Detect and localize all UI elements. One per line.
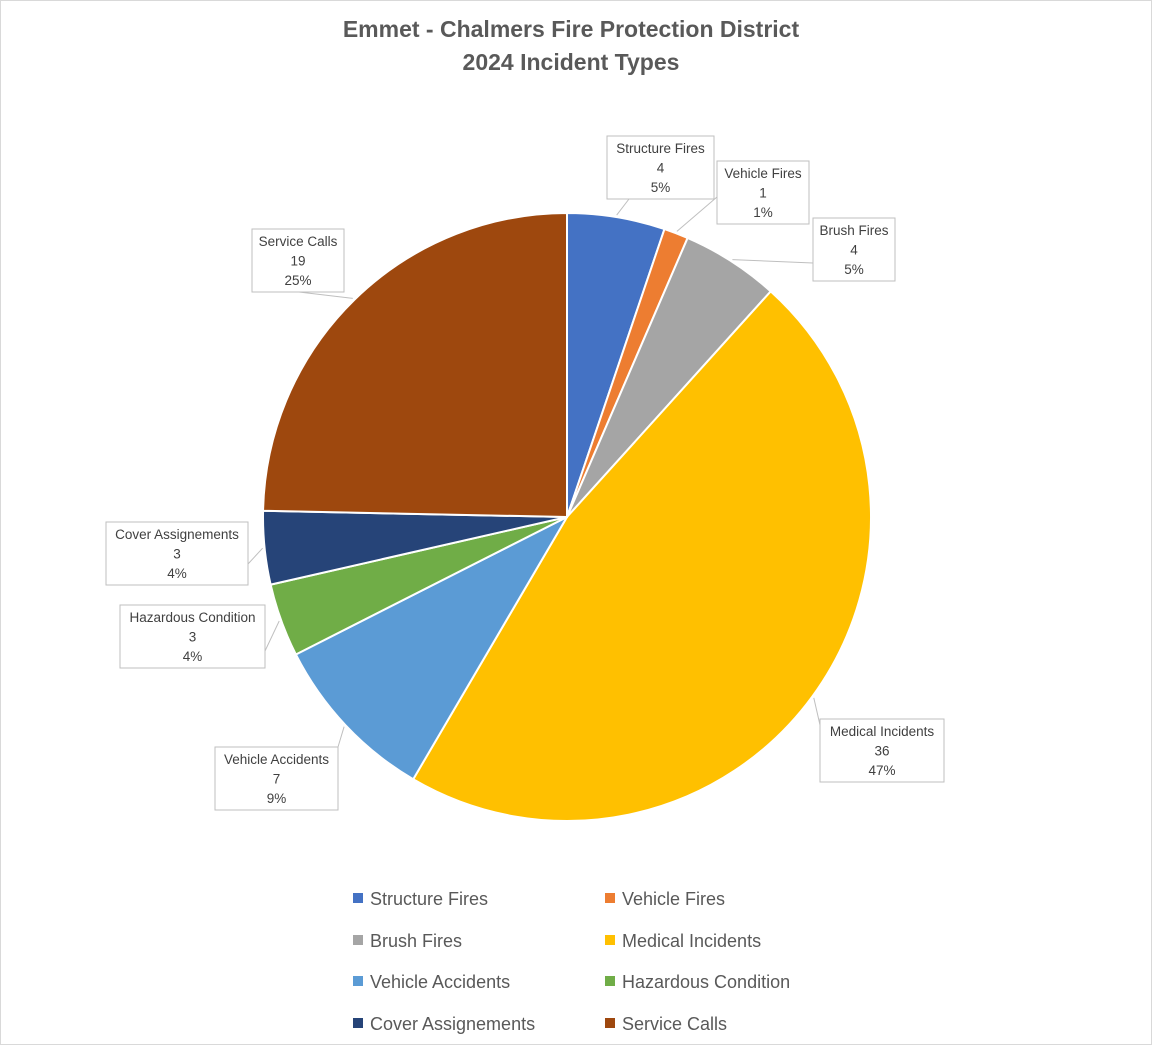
callout-category: Medical Incidents: [830, 724, 935, 739]
data-callouts: Structure Fires 4 5% Vehicle Fires 1 1% Brush …: [105, 135, 945, 811]
pie-slice-vehicle-accidents: [294, 514, 570, 781]
callout-percent: 4%: [183, 649, 203, 664]
callout-value: 7: [273, 772, 281, 787]
callout-cover-assignements: Cover Assignements 3 4%: [105, 521, 249, 586]
callout-box: [214, 746, 339, 811]
legend-item-structure-fires: Structure Fires: [353, 889, 488, 909]
callout-box: [819, 718, 945, 783]
callout-hazardous-condition: Hazardous Condition 3 4%: [119, 604, 266, 669]
callout-value: 36: [874, 744, 889, 759]
callout-value: 4: [850, 243, 858, 258]
callout-box: [251, 228, 345, 293]
legend-label: Hazardous Condition: [622, 972, 790, 992]
callout-percent: 9%: [267, 791, 287, 806]
callout-value: 19: [290, 254, 305, 269]
legend: Structure Fires Vehicle Fires Brush Fires M…: [353, 889, 790, 1034]
legend-label: Structure Fires: [370, 889, 488, 909]
legend-item-brush-fires: Brush Fires: [353, 931, 462, 951]
callout-vehicle-accidents: Vehicle Accidents 7 9%: [214, 746, 339, 811]
leader-line-hazardous-condition: [264, 620, 280, 652]
callout-box: [119, 604, 266, 669]
callout-value: 3: [173, 547, 181, 562]
legend-item-medical-incidents: Medical Incidents: [605, 931, 761, 951]
leader-line-service-calls: [298, 291, 353, 299]
pie-slice-service-calls: [262, 211, 568, 519]
leader-line-medical-incidents: [813, 697, 821, 726]
callout-brush-fires: Brush Fires 4 5%: [812, 217, 896, 282]
callout-category: Hazardous Condition: [129, 610, 255, 625]
pie-slice-medical-incidents: [411, 289, 872, 822]
legend-label: Vehicle Fires: [622, 889, 725, 909]
legend-swatch: [605, 935, 615, 945]
legend-swatch: [353, 935, 363, 945]
callout-percent: 4%: [167, 566, 187, 581]
leader-line-brush-fires: [732, 259, 814, 264]
callout-category: Structure Fires: [616, 141, 705, 156]
leader-line-cover-assignements: [247, 547, 263, 565]
leader-line-structure-fires: [616, 198, 630, 216]
callout-value: 1: [759, 186, 767, 201]
callout-percent: 5%: [651, 180, 671, 195]
legend-label: Brush Fires: [370, 931, 462, 951]
legend-swatch: [605, 976, 615, 986]
legend-swatch: [605, 1018, 615, 1028]
callout-service-calls: Service Calls 19 25%: [251, 228, 345, 293]
callout-vehicle-fires: Vehicle Fires 1 1%: [716, 160, 810, 225]
legend-label: Service Calls: [622, 1014, 727, 1034]
callout-percent: 1%: [753, 205, 773, 220]
callout-category: Cover Assignements: [115, 527, 239, 542]
legend-label: Cover Assignements: [370, 1014, 535, 1034]
callout-box: [716, 160, 810, 225]
callout-percent: 25%: [284, 273, 311, 288]
legend-item-vehicle-accidents: Vehicle Accidents: [353, 972, 510, 992]
legend-swatch: [353, 1018, 363, 1028]
legend-item-hazardous-condition: Hazardous Condition: [605, 972, 790, 992]
callout-structure-fires: Structure Fires 4 5%: [606, 135, 715, 200]
legend-swatch: [353, 976, 363, 986]
chart-subtitle: 2024 Incident Types: [463, 49, 680, 75]
legend-swatch: [605, 893, 615, 903]
callout-value: 3: [189, 630, 197, 645]
callout-box: [105, 521, 249, 586]
legend-item-cover-assignements: Cover Assignements: [353, 1014, 535, 1034]
legend-item-service-calls: Service Calls: [605, 1014, 727, 1034]
callout-category: Vehicle Accidents: [224, 752, 329, 767]
pie-slices: [262, 211, 872, 822]
leader-line-vehicle-fires: [676, 196, 718, 232]
callout-box: [812, 217, 896, 282]
legend-label: Medical Incidents: [622, 931, 761, 951]
callout-category: Service Calls: [259, 234, 338, 249]
chart-title: Emmet - Chalmers Fire Protection Distric…: [343, 16, 800, 42]
callout-category: Vehicle Fires: [724, 166, 802, 181]
callout-box: [606, 135, 715, 200]
callout-category: Brush Fires: [819, 223, 888, 238]
legend-swatch: [353, 893, 363, 903]
callout-medical-incidents: Medical Incidents 36 47%: [819, 718, 945, 783]
callout-percent: 47%: [868, 763, 895, 778]
legend-label: Vehicle Accidents: [370, 972, 510, 992]
callout-value: 4: [657, 161, 665, 176]
callout-percent: 5%: [844, 262, 864, 277]
legend-item-vehicle-fires: Vehicle Fires: [605, 889, 725, 909]
leader-line-vehicle-accidents: [337, 726, 345, 748]
